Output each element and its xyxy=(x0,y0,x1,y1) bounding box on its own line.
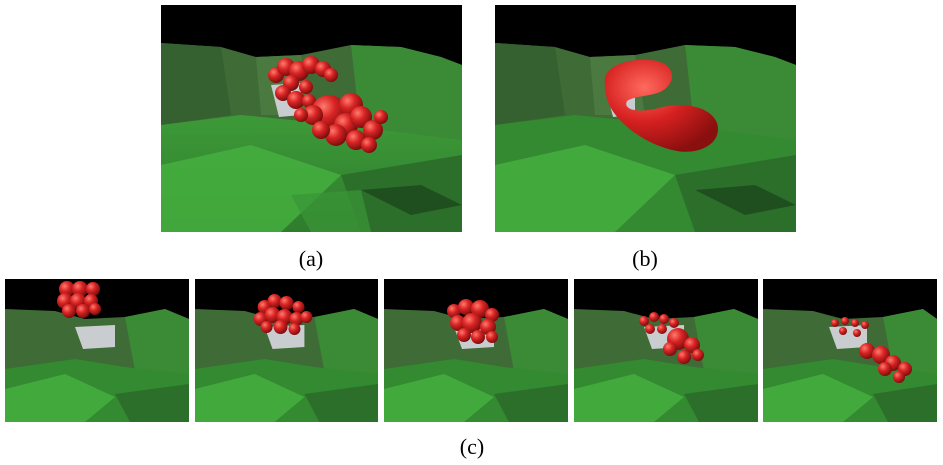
panel-c-frame-5 xyxy=(763,279,937,422)
panel-c-frame-1 xyxy=(5,279,189,422)
fluid-particles xyxy=(831,317,912,383)
scene-c4-render xyxy=(574,279,758,422)
scene-c2-render xyxy=(195,279,378,422)
fluid-surface xyxy=(604,59,718,152)
fluid-particles xyxy=(253,294,313,335)
panel-c-sequence xyxy=(5,279,937,422)
scene-b-render xyxy=(495,5,796,232)
scene-c5-render xyxy=(763,279,937,422)
fluid-particles xyxy=(57,281,101,318)
panel-c-frame-2 xyxy=(195,279,378,422)
scene-a-render xyxy=(161,5,462,232)
caption-a: (a) xyxy=(298,246,324,271)
caption-c: (c) xyxy=(459,434,485,459)
fluid-particles xyxy=(268,56,388,153)
panel-c-frame-3 xyxy=(384,279,568,422)
scene-c1-render xyxy=(5,279,189,422)
scene-c3-render xyxy=(384,279,568,422)
panel-c-frame-4 xyxy=(574,279,758,422)
panel-a-particles xyxy=(161,5,462,232)
caption-b: (b) xyxy=(632,246,658,271)
panel-b-surface xyxy=(495,5,796,232)
fluid-particles xyxy=(447,299,499,344)
fluid-particles xyxy=(639,312,704,364)
